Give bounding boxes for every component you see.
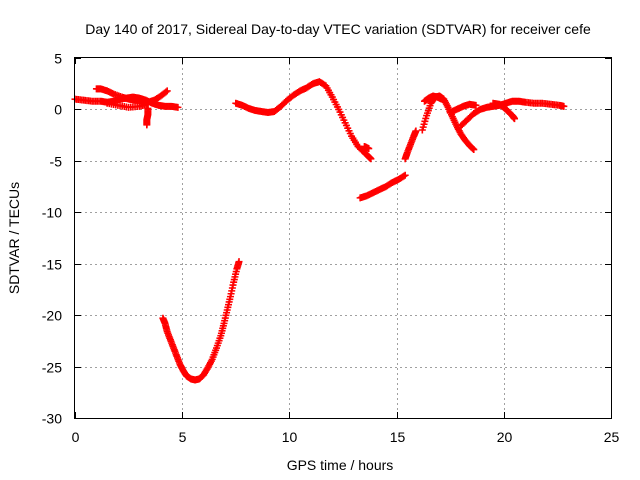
data-point	[438, 95, 446, 103]
y-tick-label: 5	[54, 51, 62, 67]
data-point	[174, 103, 182, 111]
y-axis-label: SDTVAR / TECUs	[6, 182, 22, 294]
x-tick-label: 10	[282, 429, 298, 445]
plot-frame	[74, 57, 612, 419]
series-pass-13	[446, 100, 480, 117]
series-pass-4	[143, 104, 152, 129]
x-tick-label: 25	[604, 429, 620, 445]
x-tick-label: 5	[179, 429, 187, 445]
data-point	[235, 258, 243, 266]
data-point	[162, 88, 170, 96]
data-point	[470, 146, 478, 154]
x-tick-label: 15	[390, 429, 406, 445]
axis-tick-labels: 0 5 10 15 20 25 5 0 -5 -10 -15 -20 -25 -30	[42, 51, 620, 446]
data-point	[163, 87, 171, 95]
data-point	[401, 171, 409, 179]
x-tick-label: 0	[72, 429, 80, 445]
data-point	[511, 115, 519, 123]
data-point	[365, 145, 373, 153]
grid	[75, 58, 611, 418]
data-point	[143, 121, 151, 129]
data-point	[472, 101, 480, 109]
series-pass-14	[489, 99, 519, 123]
series-pass-6	[232, 78, 375, 163]
data-point	[560, 102, 568, 110]
series-pass-11	[420, 92, 446, 105]
y-tick-label: -15	[42, 257, 62, 273]
y-tick-label: -5	[50, 154, 63, 170]
data-point	[412, 127, 420, 135]
y-tick-label: -30	[42, 411, 62, 427]
y-tick-label: -25	[42, 360, 62, 376]
series-pass-3	[103, 99, 152, 111]
y-tick-label: -10	[42, 205, 62, 221]
data-point	[400, 172, 408, 180]
series-pass-8	[356, 171, 409, 202]
series-pass-9	[401, 127, 420, 163]
series-pass-5	[159, 258, 243, 384]
data-points	[71, 78, 568, 384]
data-point	[469, 145, 477, 153]
chart-title: Day 140 of 2017, Sidereal Day-to-day VTE…	[85, 21, 591, 37]
series-pass-7	[360, 142, 373, 153]
data-point	[367, 155, 375, 163]
y-tick-label: -20	[42, 308, 62, 324]
x-axis-label: GPS time / hours	[287, 457, 394, 473]
x-tick-label: 20	[497, 429, 513, 445]
y-tick-label: 0	[54, 102, 62, 118]
